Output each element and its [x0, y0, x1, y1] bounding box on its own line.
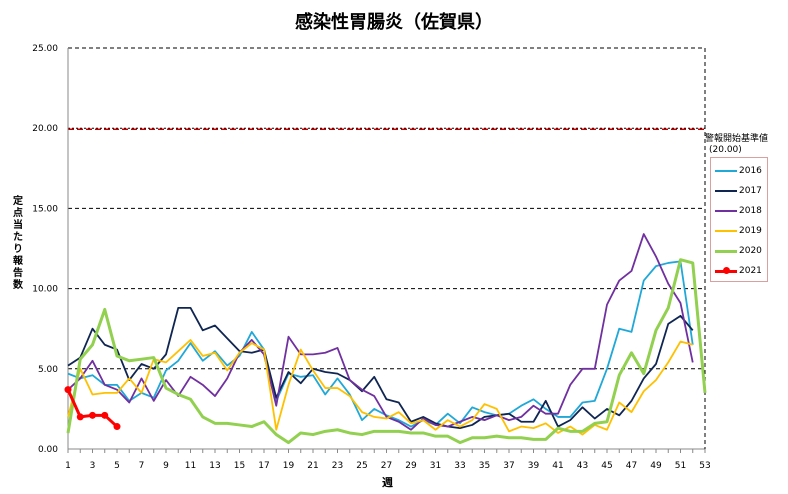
series-line-2019	[67, 339, 693, 436]
series-line-2017	[67, 306, 694, 430]
x-tick-label: 53	[699, 461, 710, 471]
x-tick-label: 13	[209, 461, 220, 471]
x-tick-label: 49	[650, 461, 662, 471]
x-tick-label: 43	[577, 461, 588, 471]
x-tick-label: 15	[234, 461, 245, 471]
x-tick-label: 1	[65, 461, 71, 471]
x-tick-label: 21	[307, 461, 318, 471]
chart-title: 感染性胃腸炎（佐賀県）	[295, 12, 493, 33]
x-tick-label: 25	[356, 461, 367, 471]
legend-swatch	[715, 170, 737, 172]
series-line-2018	[67, 233, 694, 431]
y-tick-label: 10.00	[32, 285, 58, 295]
x-tick-label: 17	[258, 461, 269, 471]
data-point-2021	[64, 386, 72, 394]
x-tick-label: 45	[601, 461, 612, 471]
series-line-2016	[67, 260, 694, 428]
data-point-2021	[113, 423, 121, 431]
threshold-label-text: 警報開始基準値	[705, 134, 769, 144]
data-point-2021	[101, 411, 109, 419]
x-tick-label: 35	[479, 461, 490, 471]
x-tick-label: 33	[454, 461, 465, 471]
x-tick-label: 9	[163, 461, 169, 471]
y-tick-label: 25.00	[32, 44, 58, 54]
y-tick-label: 15.00	[32, 204, 58, 214]
threshold-label: 警報開始基準値 (20.00)	[705, 134, 768, 156]
data-point-2021	[76, 413, 84, 421]
x-tick-label: 47	[626, 461, 637, 471]
legend-label: 2017	[739, 186, 762, 196]
legend-item-2020: 2020	[715, 244, 762, 258]
y-tick-label: 5.00	[38, 365, 58, 375]
legend-label: 2016	[739, 166, 762, 176]
legend-item-2019: 2019	[715, 224, 762, 238]
x-tick-label: 7	[139, 461, 145, 471]
legend-item-2017: 2017	[715, 184, 762, 198]
legend: 2016 2017 2018 2019 2020 2021	[710, 157, 768, 282]
series-line-2020	[66, 258, 707, 445]
legend-label: 2021	[739, 266, 762, 276]
threshold-value: (20.00)	[709, 145, 742, 155]
legend-label: 2020	[739, 246, 762, 256]
x-tick-label: 37	[503, 461, 514, 471]
y-tick-label: 20.00	[32, 124, 58, 134]
legend-item-2016: 2016	[715, 164, 762, 178]
legend-swatch	[715, 210, 737, 212]
y-tick-label: 0.00	[38, 445, 58, 455]
legend-item-2018: 2018	[715, 204, 762, 218]
data-point-2021	[89, 411, 96, 419]
x-tick-label: 51	[675, 461, 686, 471]
legend-label: 2018	[739, 206, 762, 216]
x-tick-label: 27	[381, 461, 392, 471]
legend-item-2021: 2021	[715, 264, 762, 278]
x-tick-label: 11	[185, 461, 196, 471]
x-tick-label: 19	[283, 461, 295, 471]
x-tick-label: 5	[114, 461, 120, 471]
x-axis-label: 週	[382, 476, 393, 489]
x-tick-label: 39	[528, 461, 540, 471]
x-tick-label: 23	[332, 461, 343, 471]
legend-swatch	[715, 267, 737, 274]
legend-label: 2019	[739, 226, 762, 236]
legend-swatch	[715, 230, 737, 232]
y-axis-label: 定点当たり報告数	[13, 196, 23, 291]
x-tick-label: 3	[90, 461, 96, 471]
x-tick-label: 29	[405, 461, 417, 471]
x-tick-label: 31	[430, 461, 441, 471]
legend-swatch	[715, 249, 737, 253]
legend-swatch	[715, 190, 737, 192]
x-tick-label: 41	[552, 461, 563, 471]
